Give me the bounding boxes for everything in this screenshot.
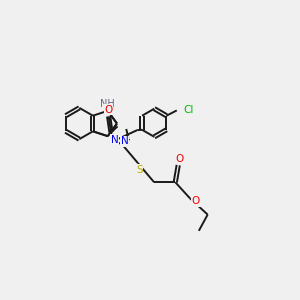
Text: N: N (111, 135, 119, 145)
Text: O: O (104, 105, 113, 115)
Text: S: S (136, 164, 143, 175)
Text: O: O (176, 154, 184, 164)
Text: Cl: Cl (183, 105, 194, 116)
Text: O: O (192, 196, 200, 206)
Text: N: N (121, 136, 129, 146)
Text: NH: NH (100, 99, 115, 110)
